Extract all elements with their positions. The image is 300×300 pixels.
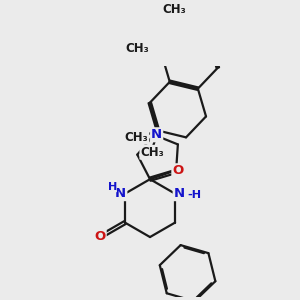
Text: N: N [174,187,185,200]
Text: -H: -H [187,190,201,200]
Text: N: N [115,187,126,200]
Text: N: N [151,128,162,141]
Text: O: O [172,164,184,177]
Text: CH₃: CH₃ [125,42,149,55]
Text: CH₃: CH₃ [163,3,186,16]
Text: CH₃: CH₃ [124,131,148,144]
Text: CH₃: CH₃ [140,146,164,159]
Text: O: O [94,230,106,244]
Text: H: H [107,182,117,192]
